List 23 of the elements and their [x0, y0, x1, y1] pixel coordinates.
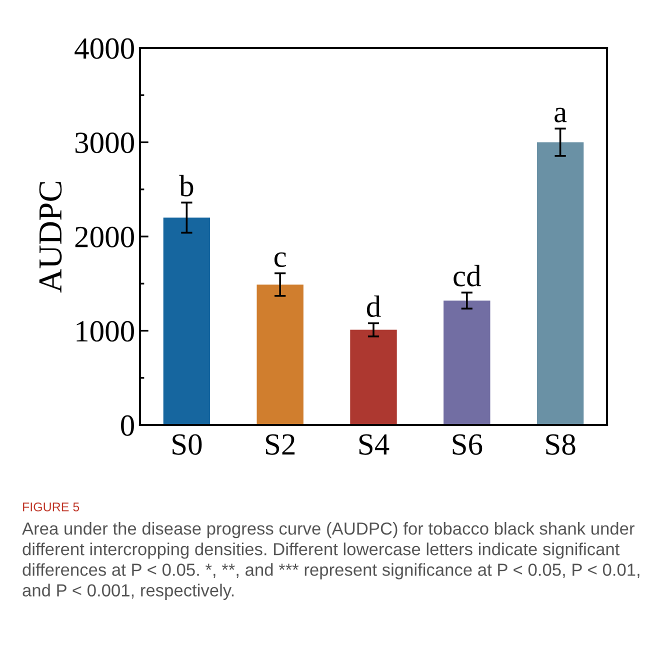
- annotation: c: [274, 252, 286, 268]
- annotation: a: [554, 108, 567, 122]
- annotation: cd: [454, 264, 481, 286]
- y-axis-title: AUDPC: [39, 182, 62, 293]
- y-tick-label: 2000: [75, 226, 134, 248]
- x-tick-label: S6: [452, 434, 482, 455]
- annotation: d: [366, 296, 381, 318]
- y-tick-label: 1000: [76, 321, 134, 342]
- y-tick-label: 4000: [74, 38, 134, 59]
- x-tick-label: S2: [266, 434, 295, 455]
- bar: [350, 330, 397, 425]
- bar: [536, 142, 584, 425]
- x-tick-label: S4: [359, 434, 390, 455]
- y-tick-label: 0: [121, 415, 134, 436]
- x-tick-label: S8: [546, 434, 576, 455]
- text: Area under the disease progress curve (AUDPC) for tobacco black shank under different intercropping densities. Different lowercase letters indicate significant differences at P < 0.05. *, **, and *** represent significance at P < 0.05, P < 0.01, and P < 0.001, respectively.: [22, 522, 640, 600]
- x-tick-label: S0: [172, 434, 202, 455]
- caption: FIGURE 5: [23, 502, 80, 512]
- annotation: b: [179, 174, 194, 196]
- bar: [163, 218, 210, 425]
- y-tick-label: 3000: [75, 132, 134, 154]
- bar: [256, 284, 304, 425]
- bar: [444, 300, 490, 425]
